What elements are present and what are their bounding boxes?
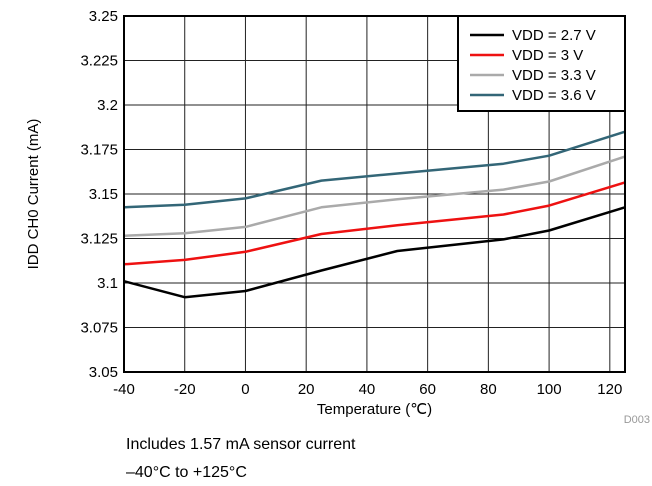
x-tick-labels: -40 -20 0 20 40 60 80 100 120 [113,381,622,398]
y-tick-label: 3.075 [80,320,118,337]
line-chart: -40 -20 0 20 40 60 80 100 120 3.053.0753.13.1253… [25,8,650,426]
x-tick-label: 100 [537,381,562,398]
legend-entry: VDD = 3.6 V [512,87,596,104]
x-tick-label: 120 [597,381,622,398]
y-tick-label: 3.2 [97,97,118,114]
x-tick-label: 80 [480,381,497,398]
x-axis-label: Temperature (℃) [317,401,432,418]
y-tick-label: 3.15 [89,186,118,203]
y-tick-label: 3.25 [89,8,118,25]
series-line [123,206,626,299]
x-tick-label: 40 [359,381,376,398]
caption-temperature-range: –40°C to +125°C [126,464,247,481]
series-group [123,130,626,299]
legend-entry: VDD = 2.7 V [512,27,596,44]
y-tick-label: 3.125 [80,231,118,248]
y-tick-label: 3.1 [97,275,118,292]
legend-entry: VDD = 3 V [512,47,583,64]
series-line [123,130,626,209]
x-tick-label: 20 [298,381,315,398]
x-tick-label: -40 [113,381,135,398]
watermark-label: D003 [624,414,650,426]
y-tick-label: 3.225 [80,53,118,70]
legend: VDD = 2.7 V VDD = 3 V VDD = 3.3 V VDD = 3.6… [457,15,626,112]
x-tick-label: 0 [241,381,249,398]
caption-sensor-current: Includes 1.57 mA sensor current [126,436,356,453]
x-tick-label: -20 [174,381,196,398]
legend-entry: VDD = 3.3 V [512,67,596,84]
series-line [123,155,626,238]
x-tick-label: 60 [419,381,436,398]
y-tick-label: 3.175 [80,142,118,159]
plot-frame [123,15,626,373]
y-axis-label: IDD CH0 Current (mA) [25,119,42,270]
y-tick-labels: 3.05 3.075 3.1 3.125 3.15 3.175 3.2 3.225 3.25 [80,8,118,381]
y-tick-label: 3.05 [89,364,118,381]
series-line [123,181,626,266]
